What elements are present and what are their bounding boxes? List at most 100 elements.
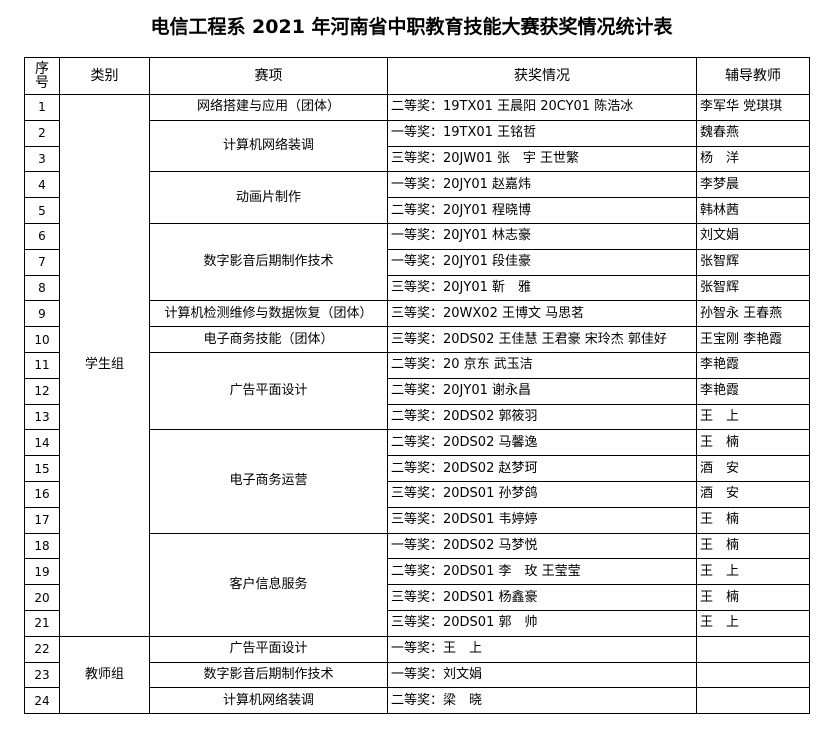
table-row: 17 三等奖：20DS01 韦婷婷王 楠 xyxy=(24,506,810,534)
seq-cell: 1 xyxy=(24,94,60,121)
seq-cell: 16 xyxy=(24,480,60,508)
award-cell: 二等奖：19TX01 王晨阳 20CY01 陈浩冰 xyxy=(387,94,697,121)
award-cell: 二等奖：20DS02 赵梦珂 xyxy=(387,455,697,482)
table-row: 12 二等奖：20JY01 谢永昌 李艳霞 xyxy=(24,377,810,405)
table-row: 22 教师组 广告平面设计 一等奖：王 上 xyxy=(24,635,810,715)
event-cell: 电子商务运营 xyxy=(149,429,388,534)
award-cell: 三等奖：20JW01 张 宇 王世繁 xyxy=(387,145,697,173)
award-cell: 三等奖：20JY01 靳 雅 xyxy=(387,274,697,302)
teacher-cell: 孙智永 王春燕 xyxy=(696,300,810,328)
table-row: 14 电子商务运营 二等奖：20DS02 马馨逸王 楠 xyxy=(24,429,810,534)
seq-cell: 23 xyxy=(24,661,60,689)
seq-cell: 14 xyxy=(24,429,60,457)
teacher-cell: 张智辉 xyxy=(696,274,810,302)
teacher-cell: 王宝刚 李艳霞 xyxy=(696,326,810,353)
award-cell: 一等奖：20DS02 马梦悦 xyxy=(387,532,697,560)
seq-cell: 5 xyxy=(24,197,60,224)
page-title: 电信工程系 2021 年河南省中职教育技能大赛获奖情况统计表 xyxy=(150,16,673,38)
teacher-cell: 王 楠 xyxy=(696,584,810,611)
event-cell: 电子商务技能（团体） xyxy=(149,326,388,353)
award-cell: 二等奖：20 京东 武玉洁 xyxy=(387,351,697,379)
teacher-cell: 李军华 党琪琪 xyxy=(696,94,810,121)
seq-cell: 20 xyxy=(24,584,60,611)
award-cell: 三等奖：20DS01 孙梦鸽 xyxy=(387,480,697,508)
seq-cell: 19 xyxy=(24,558,60,586)
award-cell: 三等奖：20DS01 韦婷婷 xyxy=(387,506,697,534)
seq-cell: 9 xyxy=(24,300,60,328)
teacher-cell: 王 上 xyxy=(696,403,810,431)
table-row: 18 客户信息服务 一等奖：20DS02 马梦悦王 楠 xyxy=(24,532,810,637)
seq-cell: 13 xyxy=(24,403,60,431)
teacher-cell: 王 楠 xyxy=(696,429,810,457)
teacher-cell xyxy=(696,635,810,663)
award-cell: 一等奖：19TX01 王铭哲 xyxy=(387,119,697,147)
header-award: 获奖情况 xyxy=(387,57,697,95)
seq-cell: 10 xyxy=(24,326,60,353)
seq-cell: 24 xyxy=(24,687,60,715)
event-cell: 动画片制作 xyxy=(149,171,388,224)
header-teacher: 辅导教师 xyxy=(696,57,810,95)
seq-cell: 17 xyxy=(24,506,60,534)
table-row: 24 计算机网络装调 二等奖：梁 晓 xyxy=(24,687,810,715)
header-event: 赛项 xyxy=(149,57,388,95)
award-cell: 二等奖：20DS02 马馨逸 xyxy=(387,429,697,457)
table-row: 8 三等奖：20JY01 靳 雅张智辉 xyxy=(24,274,810,302)
table-row: 5 二等奖：20JY01 程晓博 韩林茜 xyxy=(24,197,810,224)
table-row: 4 动画片制作 一等奖：20JY01 赵嘉炜 李梦晨 xyxy=(24,171,810,224)
award-cell: 三等奖：20DS01 郭 帅 xyxy=(387,609,697,637)
category-cell: 学生组 xyxy=(59,94,150,637)
seq-cell: 4 xyxy=(24,171,60,199)
teacher-cell: 李艳霞 xyxy=(696,377,810,405)
header-seq-line2: 号 xyxy=(35,75,49,91)
seq-cell: 8 xyxy=(24,274,60,302)
teacher-cell xyxy=(696,661,810,689)
seq-cell: 15 xyxy=(24,455,60,482)
teacher-cell: 刘文娟 xyxy=(696,222,810,250)
category-cell: 教师组 xyxy=(59,635,150,715)
seq-cell: 2 xyxy=(24,119,60,147)
awards-table: 序号 类别 赛项 获奖情况 辅导教师 1 学生组 网络搭建与应用（团体） 二等奖：19… xyxy=(24,57,810,715)
teacher-cell: 李艳霞 xyxy=(696,351,810,379)
teacher-cell: 王 上 xyxy=(696,558,810,586)
seq-cell: 18 xyxy=(24,532,60,560)
event-cell: 广告平面设计 xyxy=(149,351,388,431)
header-category: 类别 xyxy=(59,57,150,95)
award-cell: 三等奖：20WX02 王博文 马思茗 xyxy=(387,300,697,328)
award-cell: 一等奖：20JY01 林志豪 xyxy=(387,222,697,250)
award-cell: 三等奖：20DS02 王佳慧 王君豪 宋玲杰 郭佳好 xyxy=(387,326,697,353)
teacher-cell: 王 楠 xyxy=(696,506,810,534)
seq-cell: 7 xyxy=(24,248,60,276)
seq-cell: 22 xyxy=(24,635,60,663)
teacher-cell: 王 楠 xyxy=(696,532,810,560)
event-cell: 网络搭建与应用（团体） xyxy=(149,94,388,121)
header-row: 序号 类别 赛项 获奖情况 辅导教师 xyxy=(24,57,810,95)
award-cell: 二等奖：20JY01 程晓博 xyxy=(387,197,697,224)
teacher-cell: 酒 安 xyxy=(696,455,810,482)
award-cell: 一等奖：刘文娟 xyxy=(387,661,697,689)
award-cell: 一等奖：20JY01 段佳豪 xyxy=(387,248,697,276)
header-seq-line1: 序 xyxy=(35,61,49,77)
table-row: 23 数字影音后期制作技术 一等奖：刘文娟 xyxy=(24,661,810,689)
award-cell: 二等奖：20JY01 谢永昌 xyxy=(387,377,697,405)
seq-cell: 6 xyxy=(24,222,60,250)
teacher-cell: 韩林茜 xyxy=(696,197,810,224)
table-row: 3 三等奖：20JW01 张 宇 王世繁杨 洋 xyxy=(24,145,810,173)
seq-cell: 12 xyxy=(24,377,60,405)
table-row: 1 学生组 网络搭建与应用（团体） 二等奖：19TX01 王晨阳 20CY01 陈浩冰… xyxy=(24,94,810,637)
award-cell: 二等奖：20DS02 郭筱羽 xyxy=(387,403,697,431)
event-cell: 计算机网络装调 xyxy=(149,119,388,173)
teacher-cell: 杨 洋 xyxy=(696,145,810,173)
event-cell: 数字影音后期制作技术 xyxy=(149,661,388,689)
award-cell: 三等奖：20DS01 杨鑫豪 xyxy=(387,584,697,611)
teacher-cell: 王 上 xyxy=(696,609,810,637)
teacher-cell: 魏春燕 xyxy=(696,119,810,147)
event-cell: 计算机检测维修与数据恢复（团体） xyxy=(149,300,388,328)
event-cell: 广告平面设计 xyxy=(149,635,388,663)
award-cell: 二等奖：20DS01 李 玫 王莹莹 xyxy=(387,558,697,586)
event-cell: 客户信息服务 xyxy=(149,532,388,637)
teacher-cell xyxy=(696,687,810,715)
teacher-cell: 李梦晨 xyxy=(696,171,810,199)
event-cell: 计算机网络装调 xyxy=(149,687,388,715)
award-cell: 一等奖：王 上 xyxy=(387,635,697,663)
award-cell: 二等奖：梁 晓 xyxy=(387,687,697,715)
